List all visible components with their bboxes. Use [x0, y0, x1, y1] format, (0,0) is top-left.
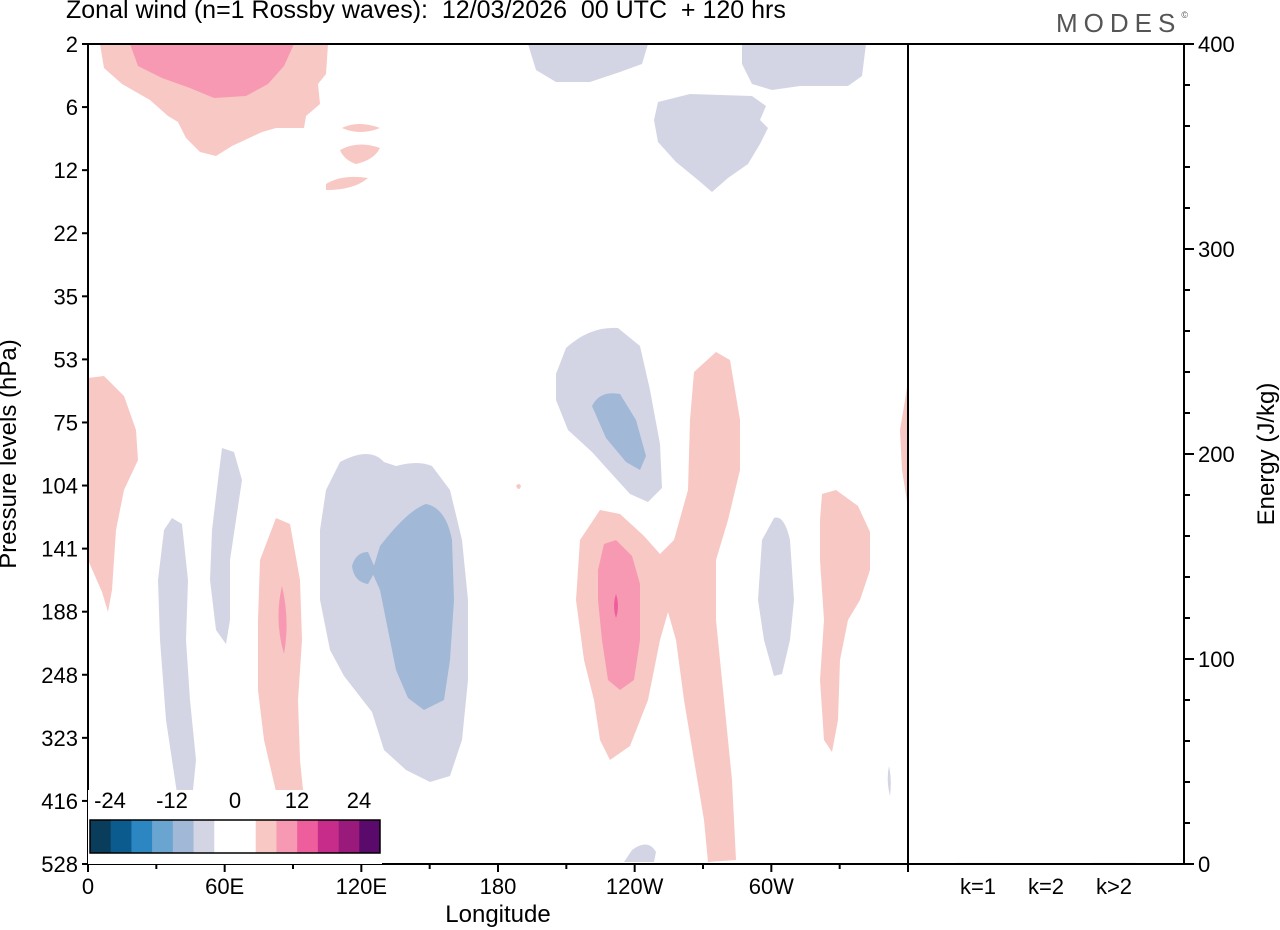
x-tick-label: 120E [336, 874, 387, 899]
colorbar-swatch [131, 820, 153, 853]
y-tick-label: 248 [41, 663, 78, 688]
contour-pos-light-strip-85e [258, 518, 306, 862]
contour-neg-light-top-2 [742, 44, 866, 90]
contour-pos-light-speck-1 [342, 124, 380, 132]
colorbar-frame [89, 819, 381, 854]
y-tick-label: 141 [41, 537, 78, 562]
colorbar-swatch [214, 820, 236, 853]
contour-neg-light-bottom-120w [624, 844, 656, 862]
colorbar-label: 0 [229, 788, 241, 813]
energy-category-label: k=1 [960, 874, 996, 899]
contour-neg-light-strip-1 [158, 518, 196, 800]
colorbar-swatch [317, 820, 339, 853]
energy-bar [956, 862, 1000, 864]
contour-neg-mid-140e [372, 504, 454, 710]
colorbar-swatch [172, 820, 194, 853]
energy-category-label: k=2 [1028, 874, 1064, 899]
colorbar-swatch [152, 820, 174, 853]
energy-bars: k=1 k=2 k>2 [956, 862, 1136, 899]
contour-pos-mid-85e [278, 586, 287, 654]
colorbar-label: -24 [94, 788, 126, 813]
y-tick-label: 416 [41, 789, 78, 814]
y-tick-label: 528 [41, 852, 78, 877]
energy-axis-label: Energy (J/kg) [1253, 383, 1280, 526]
colorbar-swatch [90, 820, 112, 853]
energy-tick-label: 0 [1198, 852, 1210, 877]
colorbar-swatch [338, 820, 360, 853]
energy-bar [1024, 863, 1068, 865]
x-tick-label: 0 [82, 874, 94, 899]
contour-pos-light-dot [516, 484, 521, 489]
chart-title: Zonal wind (n=1 Rossby waves): 12/03/202… [66, 0, 786, 24]
y-tick-label: 53 [54, 347, 78, 372]
y-axis-label: Pressure levels (hPa) [0, 339, 22, 568]
x-tick-label: 60W [749, 874, 794, 899]
colorbar-label: 24 [347, 788, 371, 813]
energy-bar [1092, 862, 1136, 864]
contour-pos-light-speck-3 [326, 176, 368, 190]
contour-neg-light-60w [758, 517, 794, 676]
contour-neg-mid-120w [592, 393, 646, 470]
x-axis-label: Longitude [445, 901, 550, 928]
contour-neg-light-top-1 [528, 44, 648, 82]
colorbar-swatch [359, 820, 381, 853]
colorbar: -24 -12 0 12 24 [88, 788, 382, 864]
longitude-axis: 0 60E 120E 180 120W 60W [82, 864, 909, 899]
contour-pos-light-leftedge [88, 376, 138, 612]
energy-category-label: k>2 [1096, 874, 1132, 899]
colorbar-swatch [255, 820, 277, 853]
energy-tick-label: 400 [1198, 32, 1235, 57]
pressure-axis: 2 6 12 22 35 53 75 104 141 188 248 323 416 528 [41, 32, 88, 877]
modes-logo: MODES© [1056, 8, 1188, 38]
colorbar-label: -12 [156, 788, 188, 813]
contour-neg-light-top-3 [654, 94, 768, 192]
x-tick-label: 60E [205, 874, 244, 899]
colorbar-swatch [276, 820, 298, 853]
main-plot-frame [87, 43, 909, 865]
energy-axis: 0 100 200 300 400 [1184, 32, 1235, 877]
y-tick-label: 35 [54, 284, 78, 309]
x-tick-label: 180 [480, 874, 517, 899]
y-tick-label: 188 [41, 600, 78, 625]
energy-tick-label: 300 [1198, 237, 1235, 262]
y-tick-label: 104 [41, 474, 78, 499]
colorbar-swatch [297, 820, 319, 853]
colorbar-swatch [193, 820, 215, 853]
x-tick-label: 120W [606, 874, 664, 899]
contour-field [88, 44, 908, 862]
colorbar-swatch [235, 820, 257, 853]
contour-pos-mid-topleft [130, 44, 294, 98]
y-tick-label: 2 [66, 32, 78, 57]
contour-pos-mid-110w [598, 540, 640, 690]
colorbar-swatch [110, 820, 132, 853]
contour-pos-light-40w [820, 490, 870, 752]
colorbar-label: 12 [285, 788, 309, 813]
y-tick-label: 75 [54, 410, 78, 435]
contour-pos-light-110w [576, 352, 740, 862]
contour-pos-light-speck-2 [340, 144, 380, 164]
y-tick-label: 6 [66, 95, 78, 120]
energy-tick-label: 200 [1198, 442, 1235, 467]
y-tick-label: 12 [54, 158, 78, 183]
contour-neg-light-strip-2 [210, 448, 242, 644]
contour-neg-light-speck-right [887, 766, 891, 796]
y-tick-label: 323 [41, 726, 78, 751]
energy-tick-label: 100 [1198, 647, 1235, 672]
contour-neg-mid-140e-lobe [352, 552, 376, 584]
y-tick-label: 22 [54, 221, 78, 246]
contour-pos-strong-110w [614, 594, 618, 618]
contour-pos-light-rightedge [900, 380, 908, 508]
